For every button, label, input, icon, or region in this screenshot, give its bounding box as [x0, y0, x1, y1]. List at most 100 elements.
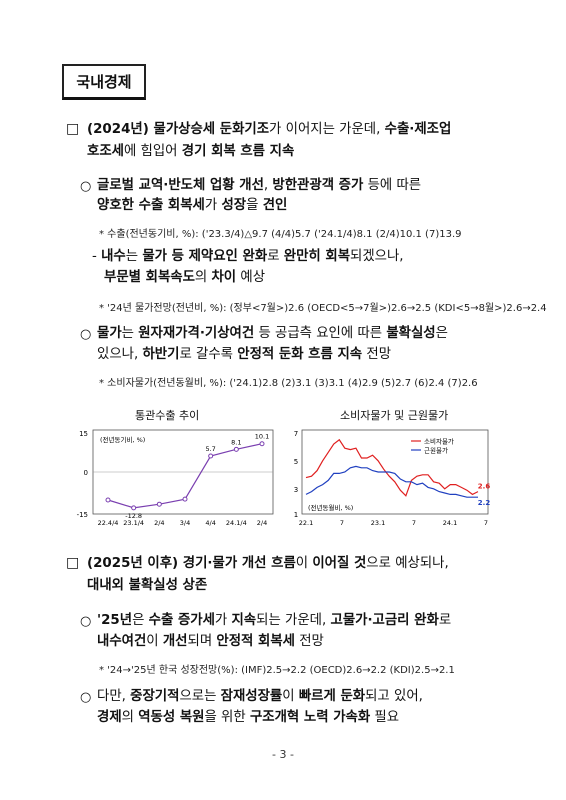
- text-run: 되는 가운데,: [256, 613, 331, 628]
- export-point: [233, 446, 239, 452]
- text-run: 등에 따른: [363, 178, 422, 193]
- s1-line2: 호조세에 힘입어 경기 회복 흐름 지속: [87, 142, 294, 162]
- chart2-ytick: 7: [294, 430, 298, 438]
- text-run: 내수여건: [97, 634, 147, 649]
- chart1-ytick: 15: [79, 430, 88, 438]
- text-run: 되겠으나,: [350, 249, 404, 264]
- export-note: * 수출(전년동기비, %): ('23.3/4)△9.7 (4/4)5.7 (…: [99, 229, 462, 240]
- text-run: 불확실성: [386, 326, 436, 341]
- text-run: 고물가·고금리 완화: [330, 613, 439, 628]
- text-run: 빠르게 둔화: [298, 689, 366, 704]
- cpi-series-line: [305, 438, 479, 497]
- text-run: 하반기: [142, 347, 180, 362]
- export-xtick: 3/4: [180, 519, 190, 527]
- s1-line1: (2024년) 물가상승세 둔화기조가 이어지는 가운데, 수출·제조업: [87, 120, 451, 140]
- text-run: ,: [263, 178, 273, 193]
- export-point: [156, 501, 162, 507]
- text-run: 구조개혁 노력 가속화: [249, 710, 371, 725]
- c1-dash-line2: 부문별 회복속도의 차이 예상: [104, 268, 265, 288]
- circle-bullet: ○: [80, 690, 92, 705]
- text-run: 부문별 회복속도: [104, 270, 195, 285]
- text-run: 글로벌 교역·반도체 업황 개선: [97, 178, 264, 193]
- export-chart: 15 0 -15 (전년동기비, %) -12.8 5.7 8.1 10.1 22.4/…: [77, 429, 274, 527]
- cpi-end-label: 2.2: [478, 499, 491, 507]
- export-xtick: 4/4: [205, 519, 215, 527]
- page-number: - 3 -: [272, 748, 294, 761]
- export-data-label: 10.1: [255, 433, 269, 441]
- text-run: 필요: [370, 710, 400, 725]
- text-run: '25년: [97, 613, 133, 628]
- c2-line2: 있으나, 하반기로 갈수록 안정적 둔화 흐름 지속 전망: [97, 345, 391, 365]
- chart1-ytick: -15: [77, 511, 88, 519]
- section-title: 국내경제: [62, 64, 146, 100]
- export-point: [259, 441, 265, 447]
- text-run: -: [92, 249, 102, 264]
- chart1-title: 통관수출 추이: [135, 409, 200, 422]
- text-run: 으로 예상되나,: [366, 556, 449, 571]
- c3-line2: 내수여건이 개선되며 안정적 회복세 전망: [97, 632, 324, 652]
- text-run: 로: [438, 613, 452, 628]
- text-run: 을: [246, 198, 263, 213]
- c4-line1: 다만, 중장기적으로는 잠재성장률이 빠르게 둔화되고 있어,: [97, 687, 423, 707]
- text-run: 은: [435, 326, 448, 341]
- text-run: 방한관광객 증가: [272, 178, 364, 193]
- c1-line2: 양호한 수출 회복세가 성장을 견인: [97, 196, 287, 216]
- text-run: 가: [214, 613, 232, 628]
- s2-line2: 대내외 불확실성 상존: [87, 576, 207, 596]
- cpi-xtick: 23.1: [371, 519, 385, 527]
- text-run: 이: [295, 556, 313, 571]
- c1-line1: 글로벌 교역·반도체 업황 개선, 방한관광객 증가 등에 따른: [97, 176, 421, 196]
- export-xtick: 22.4/4: [98, 519, 119, 527]
- text-run: 전망: [294, 634, 324, 649]
- text-run: 에 힘입어: [123, 144, 182, 159]
- c1-dash-line1: - 내수는 물가 등 제약요인 완화로 완만히 회복되겠으나,: [92, 247, 404, 267]
- text-run: 양호한 수출 회복세: [97, 198, 205, 213]
- cpi-xtick: 7: [484, 519, 488, 527]
- text-run: 개선: [162, 634, 188, 649]
- export-xtick: 24.1/4: [226, 519, 247, 527]
- text-run: 경기 회복 흐름 지속: [181, 144, 295, 159]
- export-xtick: 23.1/4: [123, 519, 144, 527]
- text-run: 완만히 회복: [283, 249, 351, 264]
- export-xtick: 2/4: [154, 519, 164, 527]
- export-xtick: 2/4: [257, 519, 267, 527]
- text-run: 는: [121, 326, 139, 341]
- c3-line1: '25년은 수출 증가세가 지속되는 가운데, 고물가·고금리 완화로: [97, 611, 451, 631]
- circle-bullet: ○: [80, 327, 92, 342]
- text-run: (2025년 이후): [87, 556, 183, 571]
- legend-label-cpi: 소비자물가: [424, 437, 454, 446]
- text-run: 로 갈수록: [179, 347, 238, 362]
- cpi-chart: 7 5 3 1 (전년동월비, %) 소비자물가 근원물가 2.6 2.2 22.1…: [294, 429, 491, 527]
- text-run: 등 공급측 요인에 따른: [254, 326, 387, 341]
- text-run: 로: [267, 249, 284, 264]
- export-point: [208, 453, 214, 459]
- chart1-unit-label: (전년동기비, %): [100, 435, 145, 444]
- text-run: 물가: [97, 326, 122, 341]
- square-bullet: □: [66, 555, 80, 571]
- growth-note: * '24→'25년 한국 성장전망(%): (IMF)2.5→2.2 (OEC…: [99, 665, 455, 676]
- text-run: 역동성 복원: [138, 710, 205, 725]
- text-run: 으로는: [179, 689, 221, 704]
- s2-line1: (2025년 이후) 경기·물가 개선 흐름이 이어질 것으로 예상되나,: [87, 554, 449, 574]
- export-data-label: 8.1: [231, 438, 241, 446]
- cpi-note: * 소비자물가(전년동월비, %): ('24.1)2.8 (2)3.1 (3)…: [99, 378, 478, 389]
- cpi-xtick: 7: [340, 519, 344, 527]
- cpi-end-label: 2.6: [478, 483, 491, 491]
- text-run: 되며: [187, 634, 217, 649]
- cpi-series-line: [305, 465, 478, 498]
- text-run: 전망: [362, 347, 392, 362]
- text-run: 이: [282, 689, 299, 704]
- text-run: 되고 있어,: [365, 689, 423, 704]
- c4-line2: 경제의 역동성 복원을 위한 구조개혁 노력 가속화 필요: [97, 708, 399, 728]
- export-point: [105, 497, 111, 503]
- c2-line1: 물가는 원자재가격·기상여건 등 공급측 요인에 따른 불확실성은: [97, 324, 448, 344]
- cpi-xtick: 7: [412, 519, 416, 527]
- export-data-label: 5.7: [205, 445, 215, 453]
- text-run: 잠재성장률: [220, 689, 283, 704]
- price-forecast-note: * '24년 물가전망(전년비, %): (정부<7월>)2.6 (OECD<5…: [99, 303, 547, 314]
- text-run: 이어질 것: [312, 556, 367, 571]
- square-bullet: □: [66, 121, 80, 137]
- circle-bullet: ○: [80, 614, 92, 629]
- circle-bullet: ○: [80, 179, 92, 194]
- text-run: 내수: [101, 249, 126, 264]
